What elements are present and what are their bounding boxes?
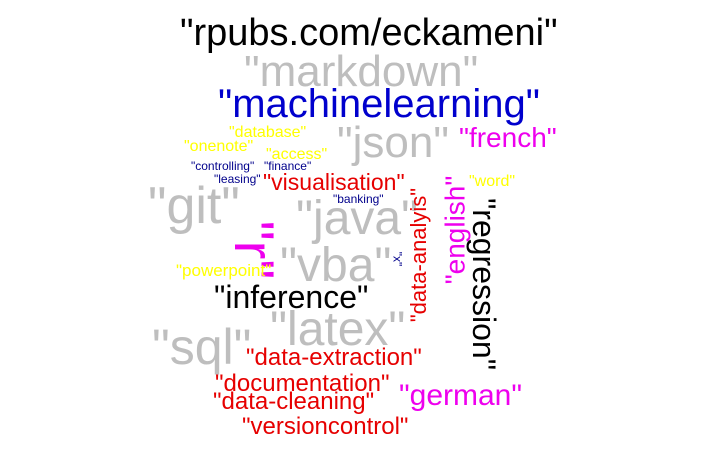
word-regression: "regression"	[466, 197, 503, 371]
word-visualisation: "visualisation"	[263, 169, 405, 195]
word-leasing: "leasing"	[214, 172, 261, 186]
word-documentation: "documentation"	[215, 370, 390, 397]
word-database: "database"	[229, 124, 307, 141]
word-latex: "latex"	[270, 303, 406, 356]
word-git: "git"	[148, 177, 240, 235]
word-german: "german"	[399, 379, 523, 412]
word-finance: "finance"	[264, 159, 312, 173]
word-onenote: "onenote"	[184, 138, 254, 155]
word-machinelearning: "machinelearning"	[218, 82, 540, 126]
word-banking: "banking"	[333, 192, 384, 206]
word-word: "word"	[469, 173, 516, 190]
word-access: "access"	[266, 146, 328, 163]
word-data-extraction: "data-extraction"	[246, 344, 422, 371]
word-inference: "inference"	[214, 279, 369, 315]
word-java: "java"	[296, 192, 419, 245]
word-rpubs: "rpubs.com/eckameni"	[180, 12, 558, 54]
word-vba: "vba"	[280, 239, 392, 292]
word-sql: "sql"	[152, 319, 252, 375]
word-data-cleaning: "data-cleaning"	[213, 388, 375, 415]
word-markdown: "markdown"	[244, 47, 479, 96]
word-x: "x"	[390, 251, 405, 267]
word-data-analysis: "data-analyis"	[406, 187, 432, 323]
word-versioncontrol: "versioncontrol"	[242, 413, 409, 440]
word-json: "json"	[337, 118, 449, 167]
word-controlling: "controlling"	[191, 159, 255, 173]
word-french: "french"	[459, 122, 557, 153]
word-powerpoint: "powerpoint"	[176, 261, 272, 280]
